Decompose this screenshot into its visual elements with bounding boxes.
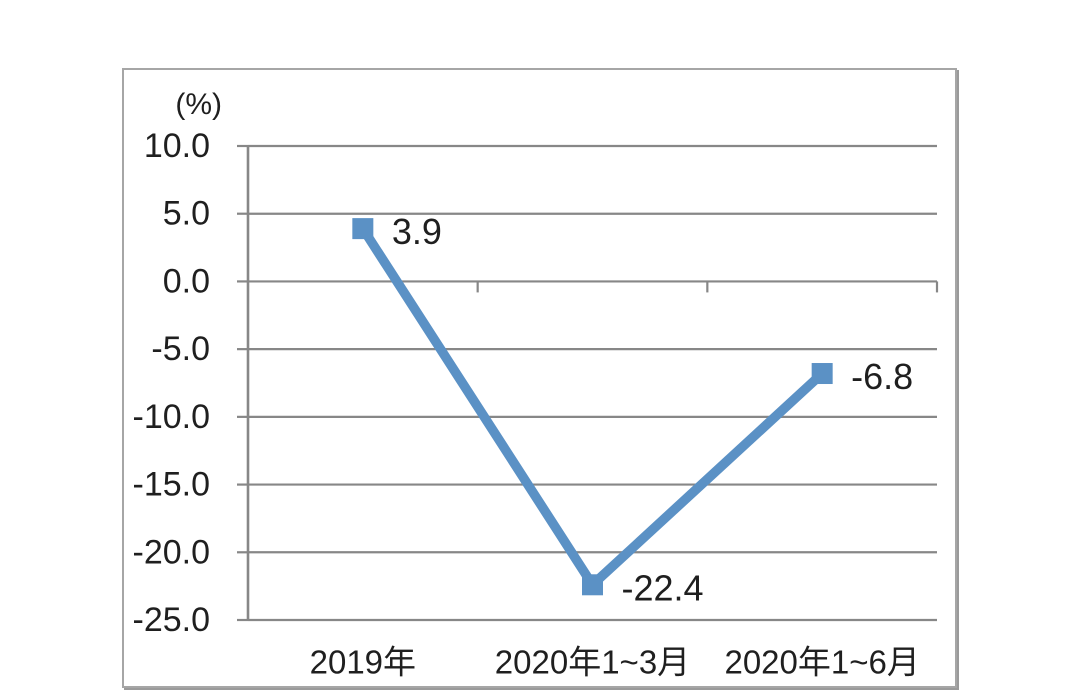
y-tick-label: -5.0: [151, 330, 210, 368]
y-tick-label: -10.0: [133, 398, 211, 436]
y-tick-label: -20.0: [133, 533, 211, 571]
y-tick-label: 5.0: [163, 195, 210, 233]
y-tick-label: 0.0: [163, 262, 210, 300]
data-point-marker: [352, 218, 374, 240]
data-point-label: -22.4: [622, 567, 704, 608]
data-point-marker: [582, 574, 603, 596]
x-category-label: 2019年: [310, 644, 416, 681]
data-point-label: -6.8: [851, 356, 913, 397]
y-tick-label: -25.0: [133, 601, 211, 639]
y-tick-label: -15.0: [133, 466, 211, 504]
y-tick-label: 10.0: [144, 127, 210, 165]
y-axis-unit-label: (%): [175, 88, 222, 121]
x-category-label: 2020年1~6月: [724, 644, 919, 681]
x-category-label: 2020年1~3月: [495, 644, 690, 681]
data-point-label: 3.9: [392, 211, 442, 252]
data-point-marker: [811, 363, 833, 385]
